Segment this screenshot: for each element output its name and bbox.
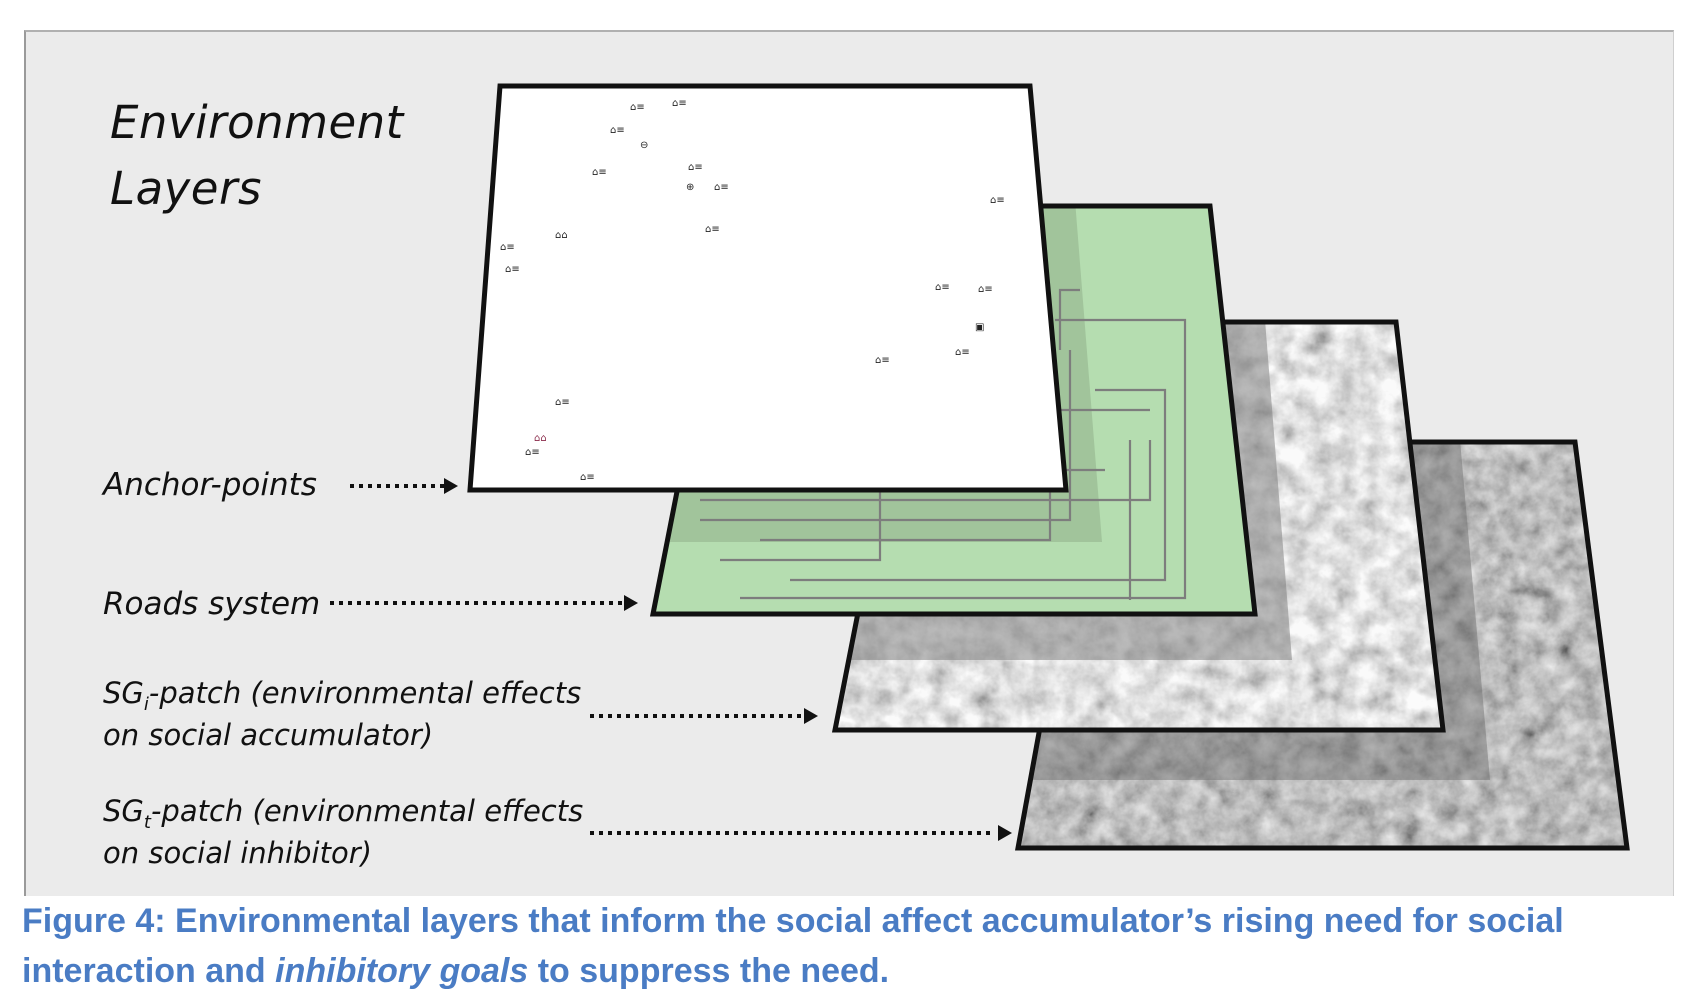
- anchor-point-icon: ⌂≡: [955, 347, 970, 358]
- anchor-point-icon: ⌂≡: [714, 182, 729, 193]
- anchor-point-icon: ⌂≡: [978, 284, 993, 295]
- anchor-point-icon: ⌂≡: [688, 162, 703, 173]
- anchor-point-icon: ⌂⌂: [555, 230, 568, 241]
- anchor-point-icons: ⌂≡ ⌂≡ ⌂≡ ⊖ ⌂≡ ⌂≡ ⊕ ⌂≡ ⌂≡ ⌂⌂ ⌂≡ ⌂≡ ⌂≡ ⌂≡ …: [500, 98, 1005, 483]
- anchor-point-icon: ⌂≡: [610, 125, 625, 136]
- arrowhead-roads-system: [624, 595, 638, 611]
- label-sgt-patch-line2: on social inhibitor): [103, 836, 372, 870]
- sgi-base: SG: [103, 676, 144, 710]
- label-sgt-patch-line1: SGt-patch (environmental effects: [103, 794, 583, 833]
- anchor-point-icon: ⌂≡: [875, 355, 890, 366]
- arrowhead-anchor-points: [444, 478, 458, 494]
- anchor-point-icon: ⌂≡: [630, 102, 645, 113]
- sgt-rest: -patch (environmental effects: [150, 794, 584, 828]
- arrow-heads: [444, 478, 1012, 841]
- anchor-point-icon: ⌂≡: [592, 167, 607, 178]
- caption-emphasis: inhibitory goals: [275, 952, 529, 990]
- anchor-point-icon: ⊖: [640, 140, 648, 151]
- anchor-point-icon: ⊕: [686, 182, 694, 193]
- anchor-point-icon: ⌂≡: [672, 98, 687, 109]
- diagram-title-line2: Layers: [110, 162, 262, 215]
- sgt-base: SG: [103, 794, 144, 828]
- sgt-subscript: t: [143, 811, 151, 833]
- anchor-point-icon: ⌂≡: [525, 447, 540, 458]
- caption-part2: to suppress the need.: [528, 952, 890, 990]
- label-sgi-patch-line2: on social accumulator): [103, 718, 434, 752]
- anchor-point-icon: ⌂≡: [990, 195, 1005, 206]
- diagram-title-line1: Environment: [110, 96, 404, 149]
- layers-diagram: ⌂≡ ⌂≡ ⌂≡ ⊖ ⌂≡ ⌂≡ ⊕ ⌂≡ ⌂≡ ⌂⌂ ⌂≡ ⌂≡ ⌂≡ ⌂≡ …: [330, 83, 1630, 851]
- figure-caption: Figure 4: Environmental layers that info…: [22, 896, 1682, 996]
- arrowhead-sgi-patch: [804, 708, 818, 724]
- anchor-points-layer: ⌂≡ ⌂≡ ⌂≡ ⊖ ⌂≡ ⌂≡ ⊕ ⌂≡ ⌂≡ ⌂⌂ ⌂≡ ⌂≡ ⌂≡ ⌂≡ …: [467, 83, 1069, 493]
- caption-part1: Figure 4: Environmental layers that info…: [22, 902, 1564, 990]
- anchor-point-icon: ⌂≡: [500, 242, 515, 253]
- sgi-subscript: i: [143, 693, 149, 715]
- arrowhead-sgt-patch: [998, 825, 1012, 841]
- anchor-point-icon: ⌂≡: [935, 282, 950, 293]
- anchor-point-icon: ⌂≡: [705, 224, 720, 235]
- label-arrows: [330, 484, 990, 835]
- label-roads-system: Roads system: [103, 586, 321, 622]
- sgi-rest: -patch (environmental effects: [148, 676, 582, 710]
- anchor-point-icon: ▣: [975, 322, 984, 333]
- label-sgi-patch-line1: SGi-patch (environmental effects: [103, 676, 581, 715]
- anchor-point-icon: ⌂≡: [555, 397, 570, 408]
- anchor-point-icon: ⌂≡: [505, 264, 520, 275]
- anchor-point-icon: ⌂⌂: [534, 433, 547, 444]
- anchor-point-icon: ⌂≡: [580, 472, 595, 483]
- label-anchor-points: Anchor-points: [103, 467, 317, 503]
